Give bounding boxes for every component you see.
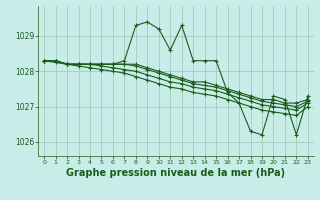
X-axis label: Graphe pression niveau de la mer (hPa): Graphe pression niveau de la mer (hPa) [67,168,285,178]
